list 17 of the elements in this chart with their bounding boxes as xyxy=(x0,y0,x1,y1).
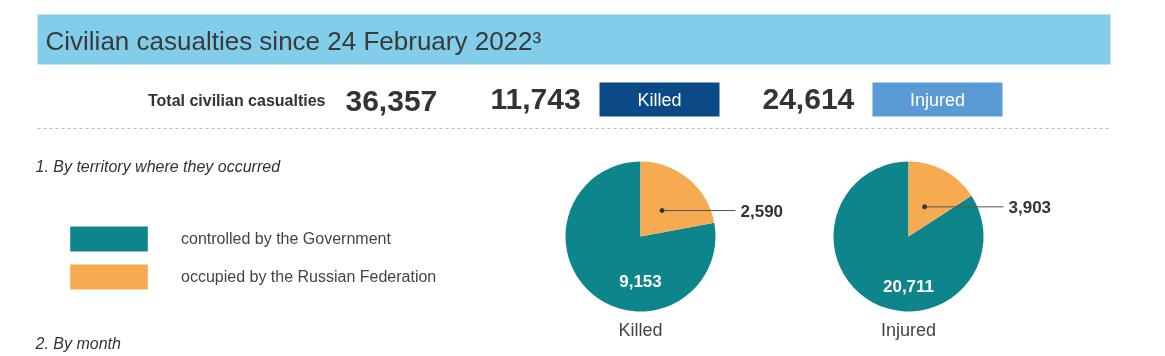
data-label: 9,153 xyxy=(619,272,662,292)
legend-label: occupied by the Russian Federation xyxy=(181,267,437,286)
text: Injured xyxy=(909,89,966,110)
text: 24,614 xyxy=(762,81,855,115)
data-label: 20,711 xyxy=(882,277,935,297)
text: Civilian casualties since 24 February 2022³ xyxy=(45,25,542,56)
text: 36,357 xyxy=(345,83,438,117)
text: Killed xyxy=(618,319,663,340)
legend-label: controlled by the Government xyxy=(181,229,391,248)
text: 2. By month xyxy=(34,335,121,352)
data-label: 2,590 xyxy=(740,201,784,221)
text: Injured xyxy=(880,319,937,340)
text: 11,743 xyxy=(490,81,581,115)
data-label: 3,903 xyxy=(1008,197,1052,217)
text: 1. By territory where they occurred xyxy=(35,158,282,175)
text: Total civilian casualties xyxy=(147,92,326,109)
text: Killed xyxy=(637,89,682,110)
